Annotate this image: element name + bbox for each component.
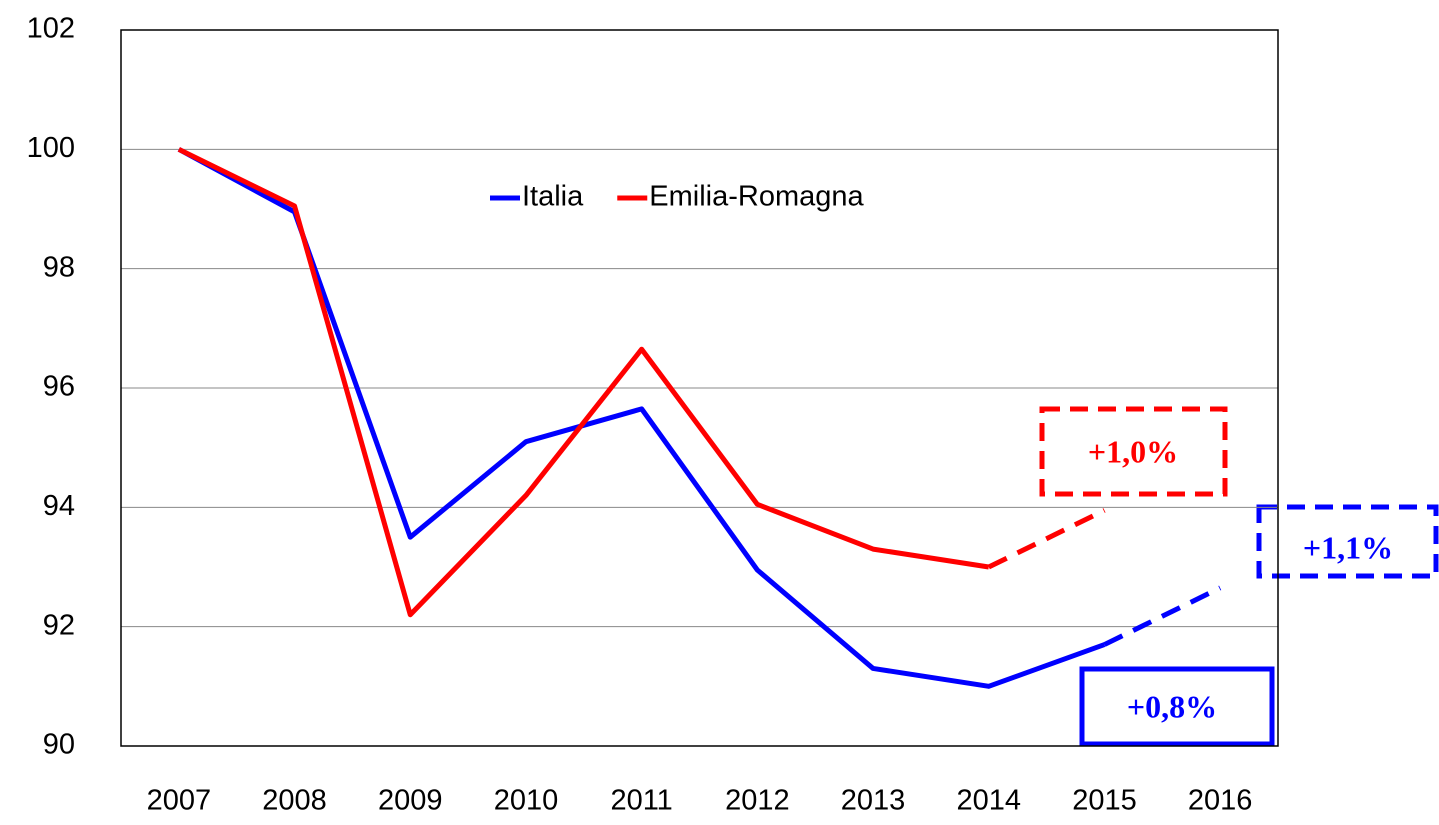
- x-tick-label: 2010: [494, 785, 559, 817]
- annotation-box: [1256, 504, 1439, 579]
- x-tick-label: 2014: [956, 785, 1021, 817]
- legend-label: Italia: [522, 181, 584, 213]
- x-tick-label: 2008: [262, 785, 327, 817]
- line: [177, 147, 1106, 689]
- y-tick-label: 92: [43, 609, 75, 641]
- y-tick-label: 94: [43, 490, 75, 522]
- x-tick-label: 2015: [1072, 785, 1137, 817]
- y-tick-label: 98: [43, 251, 75, 283]
- y-tick-label: 96: [43, 371, 75, 403]
- annotation: +1,1%: [1303, 529, 1393, 565]
- annotation: +0,8%: [1127, 688, 1217, 724]
- legend-label: Emilia-Romagna: [649, 181, 864, 213]
- x-tick-label: 2009: [378, 785, 443, 817]
- annotation: +1,0%: [1088, 433, 1178, 469]
- x-tick-label: 2011: [610, 785, 672, 817]
- x-tick-label: 2012: [725, 785, 790, 817]
- annotation-box: [1079, 666, 1275, 747]
- plot-frame: [120, 29, 1279, 747]
- x-tick-label: 2013: [841, 785, 906, 817]
- x-tick-label: 2007: [147, 785, 212, 817]
- y-tick-label: 90: [43, 729, 75, 761]
- dashed-line: [1103, 585, 1222, 647]
- y-tick-label: 100: [27, 132, 75, 164]
- annotation-box: [1039, 406, 1228, 497]
- line: [177, 147, 990, 618]
- y-tick-label: 102: [27, 13, 75, 45]
- dashed-line: [987, 508, 1106, 570]
- x-tick-label: 2016: [1188, 785, 1253, 817]
